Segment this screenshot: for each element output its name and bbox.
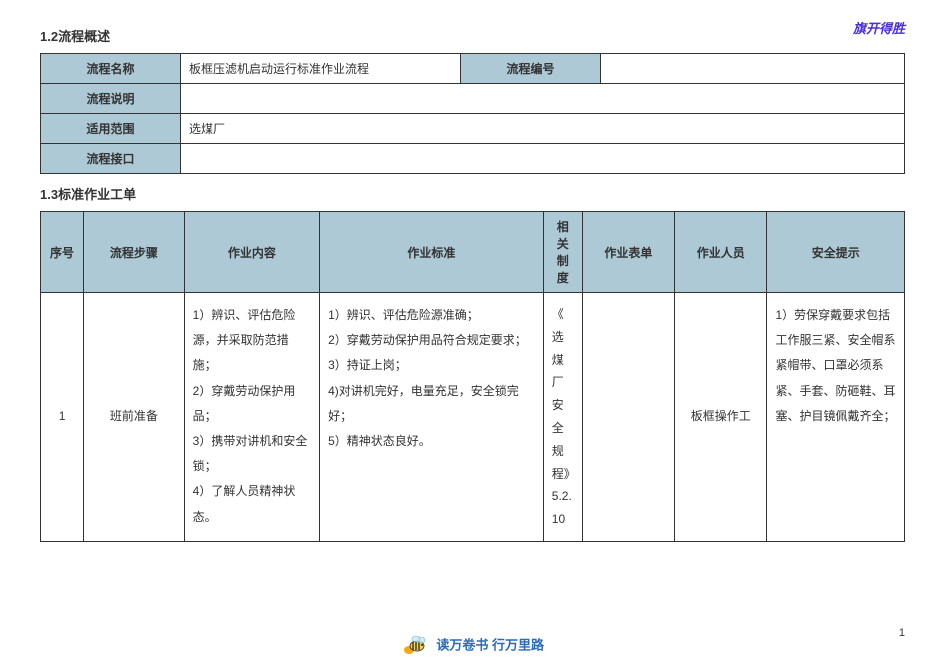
- label-interface: 流程接口: [41, 144, 181, 174]
- value-process-desc: [181, 84, 905, 114]
- footer-text: 读万卷书 行万里路: [436, 638, 544, 653]
- section-1-2-title: 1.2流程概述: [40, 26, 905, 45]
- header-safety: 安全提示: [767, 212, 905, 293]
- overview-table: 流程名称 板框压滤机启动运行标准作业流程 流程编号 流程说明 适用范围 选煤厂 …: [40, 53, 905, 174]
- bee-icon: [401, 634, 427, 659]
- header-seq: 序号: [41, 212, 84, 293]
- value-scope: 选煤厂: [181, 114, 905, 144]
- overview-row-name: 流程名称 板框压滤机启动运行标准作业流程 流程编号: [41, 54, 905, 84]
- cell-safety-1: 1）劳保穿戴要求包括工作服三紧、安全帽系紧帽带、口罩必须系紧、手套、防砸鞋、耳塞…: [767, 293, 905, 542]
- label-process-code: 流程编号: [461, 54, 601, 84]
- cell-personnel-1: 板框操作工: [675, 293, 767, 542]
- overview-row-desc: 流程说明: [41, 84, 905, 114]
- value-interface: [181, 144, 905, 174]
- work-table-header-row: 序号 流程步骤 作业内容 作业标准 相关制度 作业表单 作业人员 安全提示: [41, 212, 905, 293]
- value-process-code: [601, 54, 905, 84]
- header-step: 流程步骤: [84, 212, 185, 293]
- header-standard: 作业标准: [320, 212, 544, 293]
- overview-row-scope: 适用范围 选煤厂: [41, 114, 905, 144]
- label-scope: 适用范围: [41, 114, 181, 144]
- label-process-desc: 流程说明: [41, 84, 181, 114]
- work-table-row-1: 1 班前准备 1）辨识、评估危险源，并采取防范措施；2）穿戴劳动保护用品；3）携…: [41, 293, 905, 542]
- overview-row-interface: 流程接口: [41, 144, 905, 174]
- label-process-name: 流程名称: [41, 54, 181, 84]
- cell-seq-1: 1: [41, 293, 84, 542]
- cell-regulation-1: 《选煤厂安全规程》5.2.10: [543, 293, 582, 542]
- footer: 读万卷书 行万里路: [0, 634, 945, 659]
- watermark-text: 旗开得胜: [853, 18, 905, 37]
- cell-content-1: 1）辨识、评估危险源，并采取防范措施；2）穿戴劳动保护用品；3）携带对讲机和安全…: [184, 293, 319, 542]
- header-personnel: 作业人员: [675, 212, 767, 293]
- value-process-name: 板框压滤机启动运行标准作业流程: [181, 54, 461, 84]
- cell-form-1: [582, 293, 674, 542]
- header-content: 作业内容: [184, 212, 319, 293]
- section-1-3-title: 1.3标准作业工单: [40, 184, 905, 203]
- header-regulation: 相关制度: [543, 212, 582, 293]
- header-form: 作业表单: [582, 212, 674, 293]
- cell-step-1: 班前准备: [84, 293, 185, 542]
- work-order-table: 序号 流程步骤 作业内容 作业标准 相关制度 作业表单 作业人员 安全提示 1 …: [40, 211, 905, 542]
- cell-standard-1: 1）辨识、评估危险源准确；2）穿戴劳动保护用品符合规定要求；3）持证上岗；4)对…: [320, 293, 544, 542]
